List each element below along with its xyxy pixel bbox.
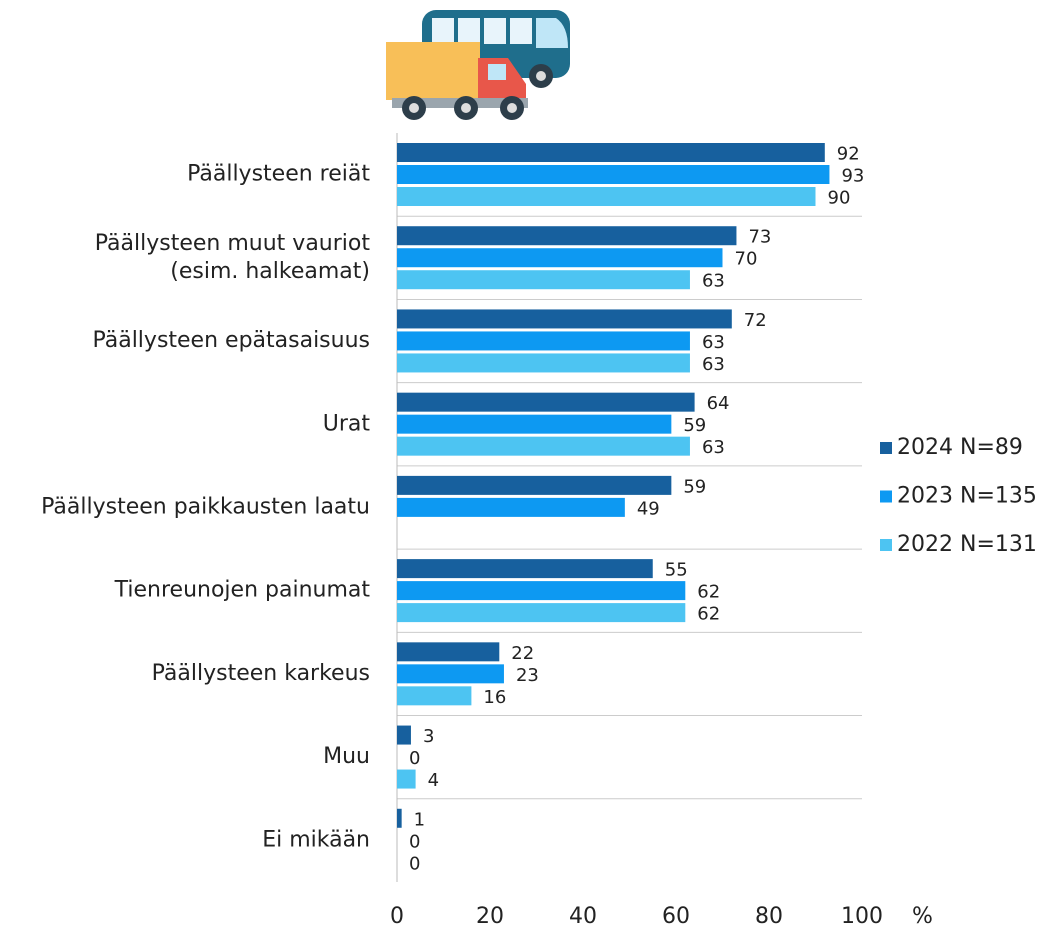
bar (397, 353, 690, 373)
value-label: 55 (665, 560, 688, 581)
bar (397, 603, 686, 623)
bar (397, 392, 695, 412)
legend-swatch (880, 442, 892, 454)
category-label: Urat (323, 411, 371, 436)
legend-label: 2023 N=135 (897, 484, 1037, 509)
value-label: 62 (697, 604, 720, 625)
vehicle-icon (386, 10, 570, 120)
bar (397, 642, 500, 662)
value-label: 0 (409, 748, 420, 769)
bar (397, 581, 686, 601)
category-label: Päällysteen paikkausten laatu (41, 495, 370, 520)
bar (397, 769, 416, 789)
bar (397, 414, 672, 434)
bar (397, 686, 472, 706)
value-label: 49 (637, 498, 660, 519)
value-label: 72 (744, 310, 767, 331)
value-label: 70 (735, 249, 758, 270)
value-label: 63 (702, 437, 725, 458)
category-label: Muu (323, 744, 370, 769)
bar (397, 725, 411, 745)
value-label: 63 (702, 271, 725, 292)
legend-label: 2022 N=131 (897, 532, 1037, 557)
value-label: 4 (428, 770, 439, 791)
value-label: 22 (511, 643, 534, 664)
category-label: Päällysteen reiät (187, 162, 370, 187)
value-label: 63 (702, 332, 725, 353)
category-label: Päällysteen muut vauriot (esim. halkeamat… (95, 231, 371, 284)
bar (397, 436, 690, 456)
value-label: 1 (414, 809, 425, 830)
value-label: 59 (683, 476, 706, 497)
value-label: 92 (837, 144, 860, 165)
value-label: 90 (828, 188, 851, 209)
category-label: Päällysteen epätasaisuus (92, 328, 370, 353)
bar (397, 331, 690, 351)
x-axis-unit: % (912, 904, 933, 929)
value-label: 64 (707, 393, 730, 414)
x-tick-label: 100 (841, 904, 883, 929)
value-label: 23 (516, 665, 539, 686)
value-label: 59 (683, 415, 706, 436)
bar (397, 187, 816, 206)
bar (397, 497, 625, 517)
bar (397, 226, 737, 246)
x-tick-label: 60 (662, 904, 690, 929)
category-label: Päällysteen karkeus (152, 661, 370, 686)
bar (397, 559, 653, 579)
x-tick-label: 20 (476, 904, 504, 929)
bar (397, 808, 402, 828)
bar (397, 143, 825, 162)
bar (397, 664, 504, 684)
x-tick-label: 40 (569, 904, 597, 929)
bar (397, 270, 690, 290)
bar (397, 248, 723, 268)
legend-swatch (880, 490, 892, 503)
x-tick-label: 0 (390, 904, 404, 929)
value-label: 16 (483, 687, 506, 708)
value-label: 0 (409, 853, 420, 874)
legend-label: 2024 N=89 (897, 435, 1023, 460)
bar (397, 475, 672, 495)
value-label: 63 (702, 354, 725, 375)
value-label: 0 (409, 831, 420, 852)
category-label: Ei mikään (262, 827, 370, 852)
category-label: Tienreunojen painumat (114, 578, 371, 603)
value-label: 62 (697, 582, 720, 603)
bar (397, 309, 732, 329)
bar (397, 165, 830, 184)
legend-swatch (880, 539, 892, 551)
value-label: 93 (841, 166, 864, 187)
value-label: 73 (748, 227, 771, 248)
value-label: 3 (423, 726, 434, 747)
x-tick-label: 80 (755, 904, 783, 929)
